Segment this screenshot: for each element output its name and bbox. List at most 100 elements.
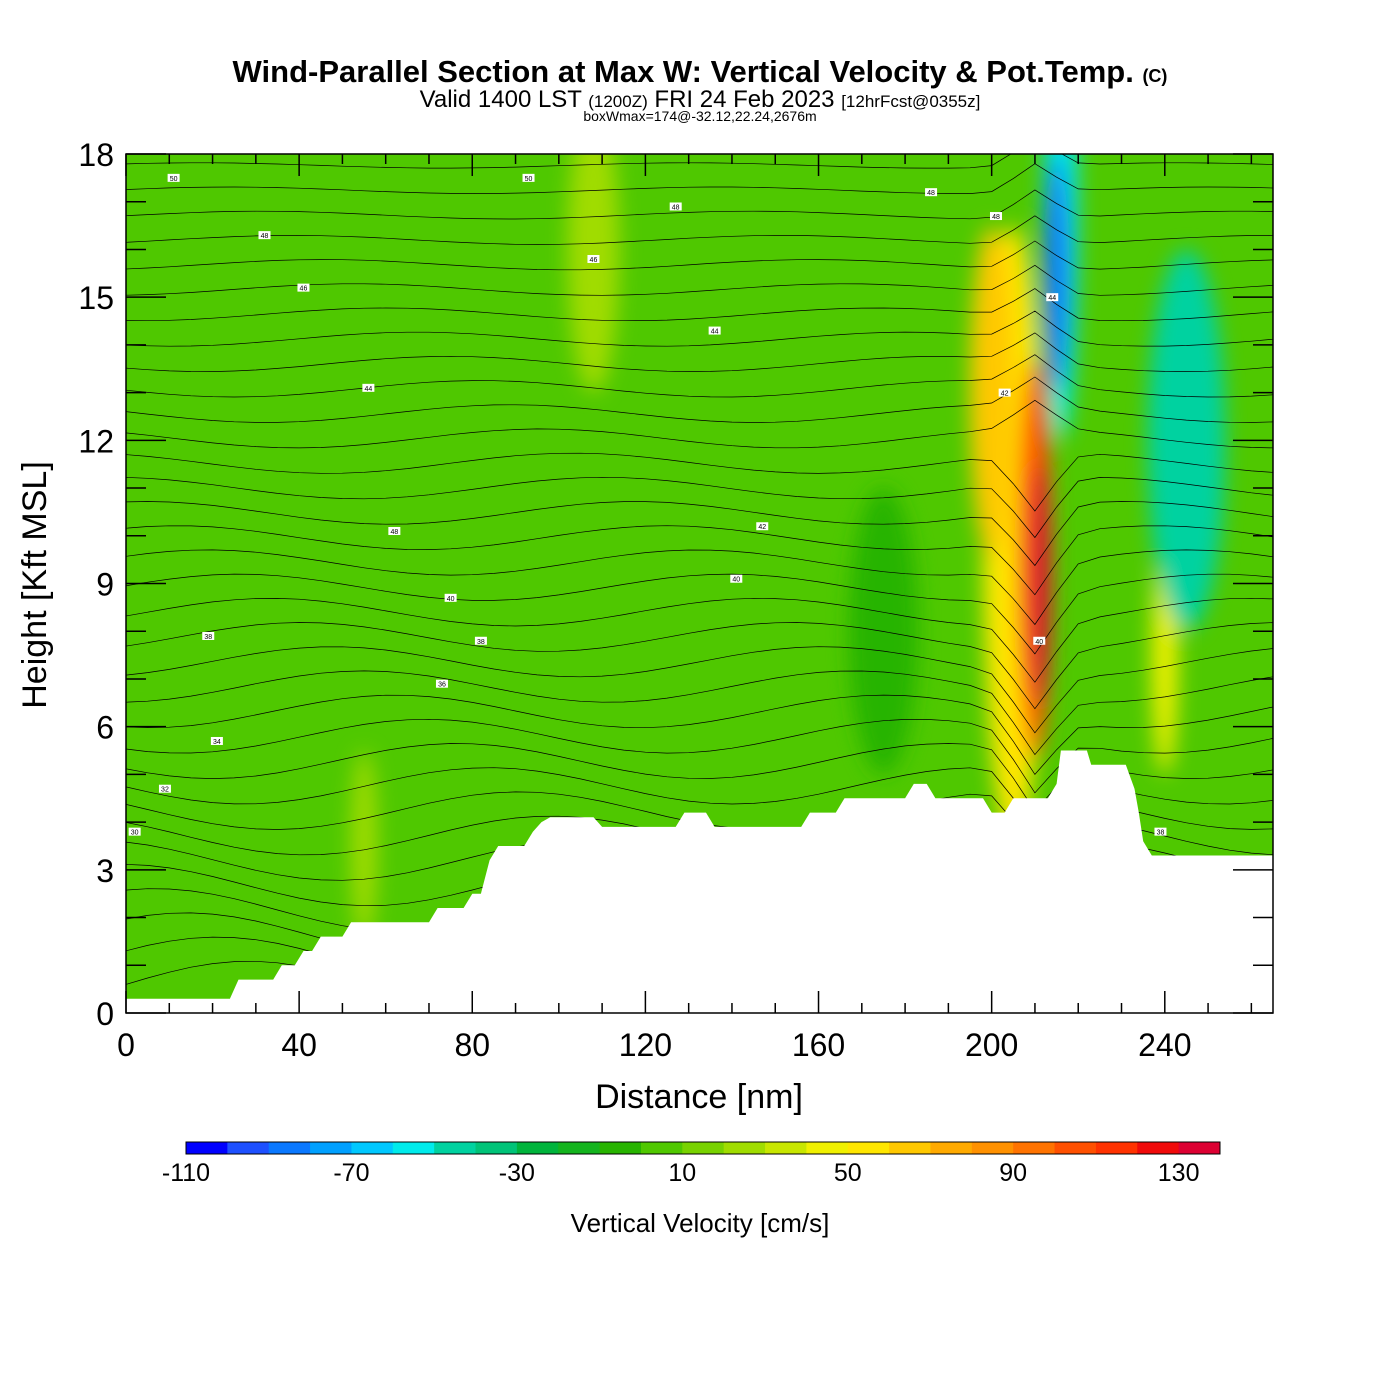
colorbar-swatch-0 [186,1142,228,1154]
theta-contour-25 [126,332,1273,372]
y-tick-label-12: 12 [78,423,114,459]
y-tick-label-15: 15 [78,280,114,316]
theta-label-18: 40 [1033,636,1046,646]
terrain-mask [126,750,1273,1013]
theta-contour-32 [126,163,1273,194]
svg-text:40: 40 [1035,639,1043,646]
theta-contour-29 [126,240,1273,271]
theta-label-9: 44 [708,326,721,336]
svg-text:42: 42 [1001,391,1009,398]
theta-label-15: 40 [444,593,457,603]
theta-contour-14 [126,622,1273,710]
theta-label-10: 42 [998,388,1011,398]
y-tick-label-18: 18 [78,137,114,173]
theta-label-5: 48 [258,231,271,240]
x-axis-label: Distance [nm] [595,1078,803,1116]
w-feature-10 [1028,464,1051,703]
svg-text:38: 38 [204,634,212,641]
theta-label-11: 44 [362,383,375,393]
theta-contour-17 [126,549,1273,626]
svg-text:44: 44 [1048,295,1056,302]
chart-subtitle: Valid 1400 LST (1200Z) FRI 24 Feb 2023 [… [0,86,1400,114]
theta-contour-27 [126,288,1273,322]
colorbar-tick-labels: -110 -70 -30 10 50 90 130 [162,1159,1200,1187]
svg-text:48: 48 [261,233,269,240]
theta-contour-22 [126,399,1273,449]
theta-contour-18 [126,525,1273,596]
theta-label-19: 36 [435,679,448,689]
theta-label-14: 40 [730,574,743,584]
x-axis-ticks: 0 40 80 120 160 200 240 [117,154,1253,1063]
colorbar-tick-2: -30 [499,1159,535,1187]
colorbar-swatch-6 [434,1142,477,1154]
theta-contour-21 [126,452,1273,512]
w-feature-6 [970,225,1014,560]
potential-temperature-labels: 50 50 48 48 48 48 46 46 44 44 42 44 42 48 40 40 38 38 40 36… [128,173,1167,837]
y-tick-label-0: 0 [96,996,114,1032]
box-info: boxWmax=174@-32.12,22.24,2676m [583,108,817,124]
y-tick-label-3: 3 [96,853,114,889]
colorbar-swatch-2 [268,1142,311,1154]
theta-label-4: 48 [989,212,1002,221]
svg-text:48: 48 [992,214,1000,221]
svg-text:38: 38 [477,639,485,646]
x-tick-label-40: 40 [281,1027,317,1063]
theta-contour-10 [126,718,1273,794]
colorbar-swatch-8 [516,1142,559,1154]
colorbar-swatch-22 [1095,1142,1138,1154]
svg-text:50: 50 [170,176,178,183]
x-tick-label-240: 240 [1138,1027,1191,1063]
colorbar-swatch-19 [971,1142,1014,1154]
valid-utc: (1200Z) [588,92,648,111]
colorbar-swatch-21 [1054,1142,1097,1154]
copyright-mark: (C) [1142,66,1168,86]
x-tick-label-160: 160 [792,1027,845,1063]
theta-contour-16 [126,573,1273,655]
y-tick-label-6: 6 [96,710,114,746]
theta-contour-33 [126,154,1273,169]
theta-label-3: 48 [669,202,682,211]
colorbar-tick-1: -70 [333,1159,369,1187]
svg-text:46: 46 [300,286,308,293]
colorbar-swatch-15 [806,1142,849,1154]
colorbar-swatch-23 [1137,1142,1180,1154]
colorbar-tick-5: 90 [999,1159,1027,1187]
svg-text:46: 46 [590,257,598,264]
theta-contour-30 [126,215,1273,245]
theta-label-23: 38 [1154,827,1167,837]
plot-area: 50 50 48 48 48 48 46 46 44 44 42 44 42 48 40 40 38 38 40 36… [126,154,1273,1013]
theta-label-2: 48 [925,188,938,197]
colorbar-swatch-3 [310,1142,352,1154]
theta-label-8: 44 [1046,293,1059,302]
x-tick-label-0: 0 [117,1027,135,1063]
svg-text:48: 48 [390,529,398,536]
colorbar-swatch-16 [847,1142,890,1154]
colorbar-tick-4: 50 [834,1159,862,1187]
theta-label-7: 46 [297,283,310,293]
colorbar-tick-6: 130 [1158,1159,1200,1187]
y-tick-label-9: 9 [96,567,114,603]
svg-text:32: 32 [161,787,169,794]
x-tick-label-200: 200 [965,1027,1018,1063]
svg-text:38: 38 [1157,830,1165,837]
theta-contour-28 [126,264,1273,296]
colorbar-swatch-4 [351,1142,394,1154]
svg-text:36: 36 [438,682,446,689]
theta-contour-13 [126,646,1273,734]
svg-text:40: 40 [447,596,455,603]
theta-label-17: 38 [474,636,487,646]
colorbar-frame [185,1141,1221,1155]
colorbar-swatch-20 [1013,1142,1056,1154]
x-tick-label-120: 120 [619,1027,672,1063]
colorbar-swatch-7 [475,1142,518,1154]
theta-label-6: 46 [587,254,600,264]
valid-prefix: Valid 1400 LST [419,86,582,113]
theta-label-13: 48 [388,527,401,536]
colorbar-swatch-9 [558,1142,601,1154]
theta-contour-31 [126,189,1273,220]
svg-text:42: 42 [758,524,766,531]
colorbar-swatch-10 [599,1142,642,1154]
theta-label-1: 50 [522,173,535,183]
svg-text:44: 44 [711,329,719,336]
